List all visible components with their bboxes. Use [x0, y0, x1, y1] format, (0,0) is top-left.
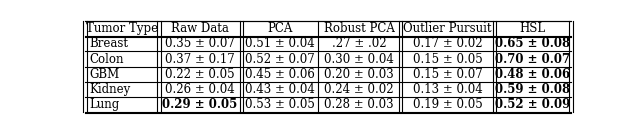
Text: Lung: Lung [90, 98, 120, 111]
Text: 0.48 ± 0.06: 0.48 ± 0.06 [495, 68, 570, 81]
Text: 0.17 ± 0.02: 0.17 ± 0.02 [413, 37, 482, 50]
Text: 0.22 ± 0.05: 0.22 ± 0.05 [165, 68, 235, 81]
Text: 0.15 ± 0.07: 0.15 ± 0.07 [413, 68, 483, 81]
Text: 0.43 ± 0.04: 0.43 ± 0.04 [244, 83, 315, 96]
Text: PCA: PCA [267, 22, 292, 35]
Text: Outlier Pursuit: Outlier Pursuit [403, 22, 492, 35]
Text: 0.19 ± 0.05: 0.19 ± 0.05 [413, 98, 483, 111]
Text: 0.35 ± 0.07: 0.35 ± 0.07 [165, 37, 235, 50]
Text: Colon: Colon [90, 53, 124, 65]
Text: 0.51 ± 0.04: 0.51 ± 0.04 [245, 37, 314, 50]
Text: 0.59 ± 0.08: 0.59 ± 0.08 [495, 83, 570, 96]
Text: 0.52 ± 0.07: 0.52 ± 0.07 [245, 53, 314, 65]
Text: 0.26 ± 0.04: 0.26 ± 0.04 [165, 83, 235, 96]
Text: 0.30 ± 0.04: 0.30 ± 0.04 [324, 53, 394, 65]
Text: Tumor Type: Tumor Type [86, 22, 158, 35]
Text: 0.20 ± 0.03: 0.20 ± 0.03 [324, 68, 394, 81]
Text: GBM: GBM [90, 68, 120, 81]
Text: .27 ± .02: .27 ± .02 [332, 37, 387, 50]
Text: 0.24 ± 0.02: 0.24 ± 0.02 [324, 83, 394, 96]
Text: 0.53 ± 0.05: 0.53 ± 0.05 [244, 98, 315, 111]
Text: 0.70 ± 0.07: 0.70 ± 0.07 [495, 53, 570, 65]
Text: Kidney: Kidney [90, 83, 131, 96]
Text: 0.29 ± 0.05: 0.29 ± 0.05 [163, 98, 237, 111]
Text: 0.28 ± 0.03: 0.28 ± 0.03 [324, 98, 394, 111]
Text: HSL: HSL [520, 22, 546, 35]
Text: 0.52 ± 0.09: 0.52 ± 0.09 [495, 98, 570, 111]
Text: Robust PCA: Robust PCA [324, 22, 395, 35]
Text: 0.37 ± 0.17: 0.37 ± 0.17 [165, 53, 235, 65]
Text: 0.65 ± 0.08: 0.65 ± 0.08 [495, 37, 570, 50]
Text: 0.13 ± 0.04: 0.13 ± 0.04 [413, 83, 483, 96]
Text: 0.45 ± 0.06: 0.45 ± 0.06 [244, 68, 315, 81]
Text: Breast: Breast [90, 37, 129, 50]
Text: Raw Data: Raw Data [171, 22, 229, 35]
Text: 0.15 ± 0.05: 0.15 ± 0.05 [413, 53, 483, 65]
